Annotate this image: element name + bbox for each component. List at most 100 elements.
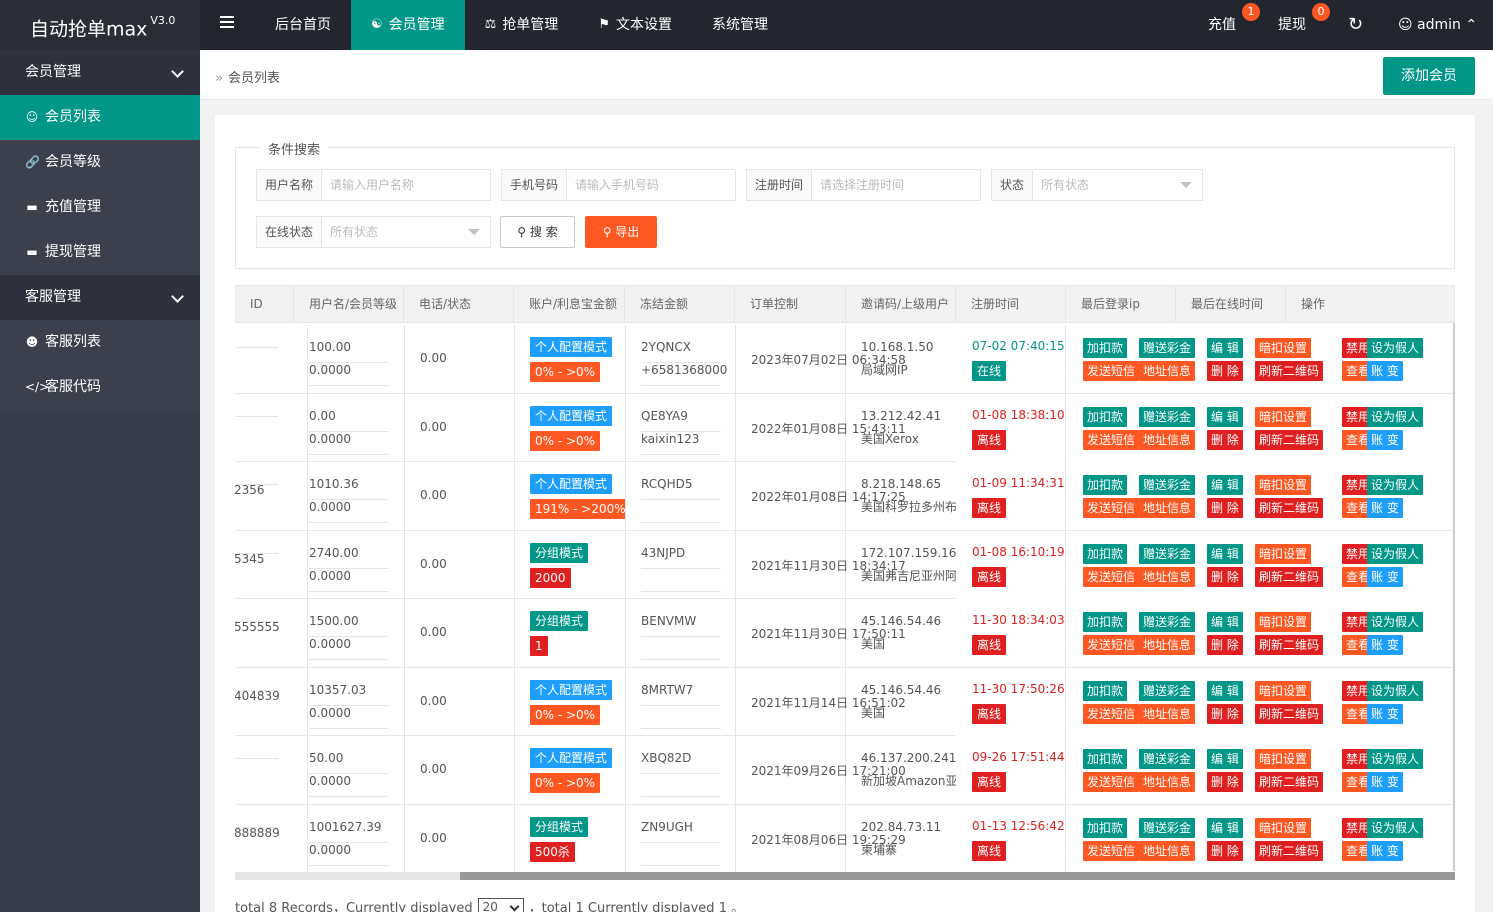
op-button[interactable]: 设为假人 <box>1367 817 1424 838</box>
op-button[interactable]: 加扣款 <box>1083 543 1128 564</box>
op-button[interactable]: 刷新二维码 <box>1255 429 1324 450</box>
op-button[interactable]: 发送短信 <box>1083 566 1140 587</box>
op-button[interactable]: 加扣款 <box>1083 817 1128 838</box>
op-button[interactable]: 地址信息 <box>1139 635 1196 655</box>
mode-tag[interactable]: 个人配置模式 <box>530 474 613 494</box>
op-button[interactable]: 编 辑 <box>1207 475 1243 495</box>
op-button[interactable]: 加扣款 <box>1083 680 1128 701</box>
nav-members[interactable]: ☯ 会员管理 <box>351 0 465 50</box>
op-button[interactable]: 刷新二维码 <box>1255 361 1324 381</box>
op-button[interactable]: 地址信息 <box>1139 361 1196 381</box>
op-button[interactable]: 编 辑 <box>1207 612 1243 632</box>
op-button[interactable]: 刷新二维码 <box>1255 703 1324 724</box>
online-select[interactable]: 所有状态 <box>322 217 490 247</box>
sidebar-group-service[interactable]: 客服管理 <box>0 275 200 320</box>
op-button[interactable]: 禁用 <box>1342 680 1375 701</box>
op-button[interactable]: 编 辑 <box>1207 338 1243 358</box>
op-button[interactable]: 加扣款 <box>1083 612 1128 632</box>
op-button[interactable]: 禁用 <box>1342 406 1375 427</box>
op-button[interactable]: 账 变 <box>1367 498 1403 518</box>
sidebar-item-withdraw[interactable]: ▬ 提现管理 <box>0 230 200 275</box>
op-button[interactable]: 编 辑 <box>1207 817 1243 838</box>
op-button[interactable]: 暗扣设置 <box>1255 543 1312 564</box>
op-button[interactable]: 地址信息 <box>1139 840 1196 861</box>
op-button[interactable]: 发送短信 <box>1083 498 1140 518</box>
sidebar-group-members[interactable]: 会员管理 <box>0 50 200 95</box>
sidebar-item-recharge[interactable]: ▬ 充值管理 <box>0 185 200 230</box>
op-button[interactable]: 账 变 <box>1367 429 1403 450</box>
sidebar-item-member-list[interactable]: ☺ 会员列表 <box>0 95 200 140</box>
nav-text-settings[interactable]: ⚑ 文本设置 <box>578 0 692 50</box>
op-button[interactable]: 暗扣设置 <box>1255 475 1312 495</box>
op-button[interactable]: 刷新二维码 <box>1255 772 1324 792</box>
op-button[interactable]: 账 变 <box>1367 361 1403 381</box>
op-button[interactable]: 编 辑 <box>1207 543 1243 564</box>
op-button[interactable]: 刷新二维码 <box>1255 566 1324 587</box>
op-button[interactable]: 设为假人 <box>1367 338 1424 358</box>
op-button[interactable]: 编 辑 <box>1207 680 1243 701</box>
op-button[interactable]: 赠送彩金 <box>1139 338 1196 358</box>
op-button[interactable]: 赠送彩金 <box>1139 817 1196 838</box>
op-button[interactable]: 设为假人 <box>1367 680 1424 701</box>
app-logo[interactable]: 自动抢单max V3.0 <box>0 0 200 50</box>
nav-home[interactable]: 后台首页 <box>275 17 331 33</box>
op-button[interactable]: 账 变 <box>1367 840 1403 861</box>
op-button[interactable]: 禁用 <box>1342 338 1375 358</box>
op-button[interactable]: 删 除 <box>1207 429 1243 450</box>
op-button[interactable]: 禁用 <box>1342 749 1375 769</box>
page-size-select[interactable]: 20 <box>477 897 524 912</box>
search-button[interactable]: ⚲ 搜 索 <box>500 216 575 248</box>
op-button[interactable]: 删 除 <box>1207 498 1243 518</box>
op-button[interactable]: 刷新二维码 <box>1255 840 1324 861</box>
sidebar-item-service-list[interactable]: ☻ 客服列表 <box>0 320 200 365</box>
mode-tag[interactable]: 个人配置模式 <box>530 748 613 768</box>
op-button[interactable]: 赠送彩金 <box>1139 543 1196 564</box>
op-button[interactable]: 编 辑 <box>1207 749 1243 769</box>
op-button[interactable]: 发送短信 <box>1083 429 1140 450</box>
op-button[interactable]: 设为假人 <box>1367 749 1424 769</box>
op-button[interactable]: 发送短信 <box>1083 361 1140 381</box>
op-button[interactable]: 设为假人 <box>1367 543 1424 564</box>
menu-toggle-icon[interactable] <box>220 16 234 30</box>
mode-tag[interactable]: 分组模式 <box>530 611 589 631</box>
recharge-link[interactable]: 充值 1 <box>1190 0 1260 50</box>
mode-tag[interactable]: 分组模式 <box>530 816 589 837</box>
op-button[interactable]: 暗扣设置 <box>1255 749 1312 769</box>
op-button[interactable]: 删 除 <box>1207 635 1243 655</box>
op-button[interactable]: 地址信息 <box>1139 498 1196 518</box>
username-input[interactable]: 请输入用户名称 <box>330 178 415 192</box>
op-button[interactable]: 加扣款 <box>1083 749 1128 769</box>
op-button[interactable]: 加扣款 <box>1083 475 1128 495</box>
op-button[interactable]: 禁用 <box>1342 543 1375 564</box>
op-button[interactable]: 赠送彩金 <box>1139 475 1196 495</box>
op-button[interactable]: 删 除 <box>1207 840 1243 861</box>
horizontal-scrollbar[interactable] <box>235 872 1455 880</box>
op-button[interactable]: 暗扣设置 <box>1255 406 1312 427</box>
op-button[interactable]: 地址信息 <box>1139 772 1196 792</box>
sidebar-item-service-code[interactable]: </>客服代码 <box>0 365 200 410</box>
sidebar-item-member-level[interactable]: 🔗 会员等级 <box>0 140 200 185</box>
mode-tag[interactable]: 个人配置模式 <box>530 405 613 426</box>
refresh-icon[interactable]: ↻ <box>1348 14 1364 35</box>
op-button[interactable]: 刷新二维码 <box>1255 498 1324 518</box>
op-button[interactable]: 删 除 <box>1207 566 1243 587</box>
op-button[interactable]: 赠送彩金 <box>1139 612 1196 632</box>
op-button[interactable]: 禁用 <box>1342 817 1375 838</box>
nav-system[interactable]: 系统管理 <box>711 17 768 33</box>
op-button[interactable]: 刷新二维码 <box>1255 635 1324 655</box>
regtime-input[interactable]: 请选择注册时间 <box>820 178 905 192</box>
phone-input[interactable]: 请输入手机号码 <box>575 178 660 192</box>
op-button[interactable]: 赠送彩金 <box>1139 680 1196 701</box>
scrollbar-thumb[interactable] <box>235 872 460 880</box>
op-button[interactable]: 编 辑 <box>1207 406 1243 427</box>
op-button[interactable]: 设为假人 <box>1367 475 1424 495</box>
op-button[interactable]: 地址信息 <box>1139 703 1196 724</box>
op-button[interactable]: 禁用 <box>1342 612 1375 632</box>
op-button[interactable]: 设为假人 <box>1367 406 1424 427</box>
op-button[interactable]: 设为假人 <box>1367 612 1424 632</box>
op-button[interactable]: 暗扣设置 <box>1255 612 1312 632</box>
withdraw-link[interactable]: 提现 0 <box>1260 0 1330 50</box>
status-select[interactable]: 所有状态 <box>1033 170 1202 200</box>
op-button[interactable]: 禁用 <box>1342 475 1375 495</box>
op-button[interactable]: 暗扣设置 <box>1255 817 1312 838</box>
